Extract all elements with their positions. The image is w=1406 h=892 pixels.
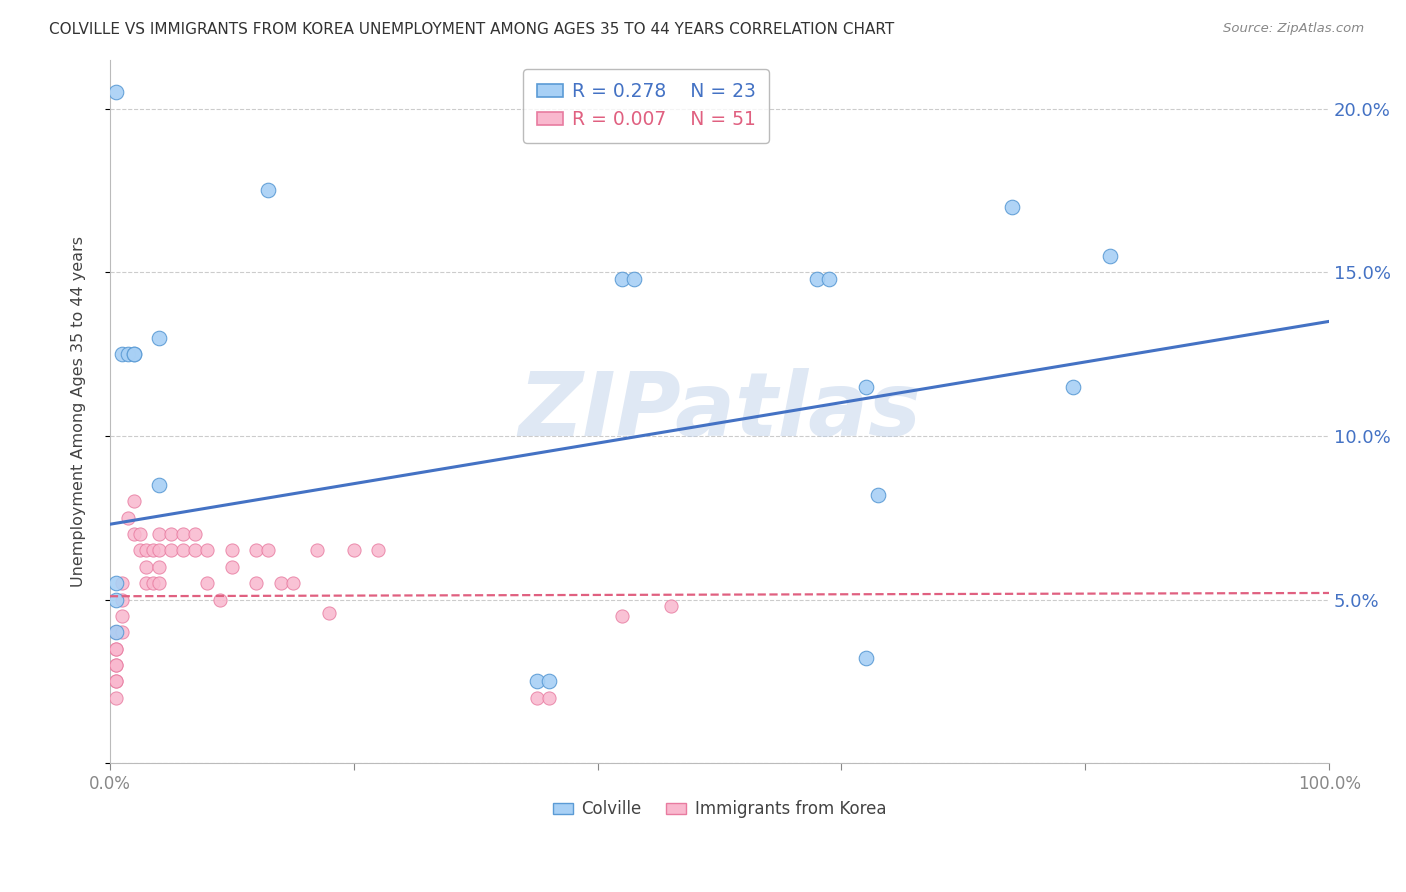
Point — [129, 543, 152, 558]
Point — [122, 494, 145, 508]
Point — [184, 527, 207, 541]
Point — [270, 576, 292, 591]
Point — [104, 657, 127, 672]
Point — [307, 543, 329, 558]
Point — [104, 625, 127, 640]
Point — [1098, 249, 1121, 263]
Point — [343, 543, 366, 558]
Point — [245, 543, 267, 558]
Point — [610, 272, 633, 286]
Point — [104, 576, 127, 591]
Point — [1062, 380, 1084, 394]
Text: ZIPatlas: ZIPatlas — [517, 368, 921, 455]
Point — [197, 543, 219, 558]
Point — [855, 651, 877, 665]
Point — [208, 592, 231, 607]
Point — [117, 347, 139, 361]
Point — [148, 331, 170, 345]
Point — [135, 543, 157, 558]
Point — [104, 641, 127, 656]
Point — [866, 488, 889, 502]
Text: Source: ZipAtlas.com: Source: ZipAtlas.com — [1223, 22, 1364, 36]
Point — [135, 559, 157, 574]
Legend: Colville, Immigrants from Korea: Colville, Immigrants from Korea — [546, 794, 893, 825]
Point — [141, 576, 163, 591]
Point — [1001, 200, 1024, 214]
Point — [104, 674, 127, 689]
Point — [184, 543, 207, 558]
Point — [104, 86, 127, 100]
Point — [104, 690, 127, 705]
Point — [122, 347, 145, 361]
Point — [129, 527, 152, 541]
Point — [104, 641, 127, 656]
Point — [104, 674, 127, 689]
Point — [221, 559, 243, 574]
Point — [537, 690, 560, 705]
Point — [148, 576, 170, 591]
Point — [172, 527, 194, 541]
Text: COLVILLE VS IMMIGRANTS FROM KOREA UNEMPLOYMENT AMONG AGES 35 TO 44 YEARS CORRELA: COLVILLE VS IMMIGRANTS FROM KOREA UNEMPL… — [49, 22, 894, 37]
Point — [855, 380, 877, 394]
Point — [159, 543, 181, 558]
Point — [367, 543, 389, 558]
Point — [537, 674, 560, 689]
Point — [245, 576, 267, 591]
Point — [148, 527, 170, 541]
Point — [806, 272, 828, 286]
Point — [257, 184, 280, 198]
Point — [122, 527, 145, 541]
Point — [111, 592, 134, 607]
Point — [135, 576, 157, 591]
Point — [172, 543, 194, 558]
Point — [111, 608, 134, 623]
Point — [104, 625, 127, 640]
Point — [148, 543, 170, 558]
Point — [257, 543, 280, 558]
Point — [122, 347, 145, 361]
Point — [104, 625, 127, 640]
Point — [318, 606, 340, 620]
Point — [111, 576, 134, 591]
Point — [148, 478, 170, 492]
Point — [610, 608, 633, 623]
Point — [111, 625, 134, 640]
Y-axis label: Unemployment Among Ages 35 to 44 years: Unemployment Among Ages 35 to 44 years — [72, 235, 86, 587]
Point — [526, 674, 548, 689]
Point — [111, 347, 134, 361]
Point — [281, 576, 304, 591]
Point — [117, 510, 139, 524]
Point — [141, 543, 163, 558]
Point — [526, 690, 548, 705]
Point — [104, 592, 127, 607]
Point — [148, 559, 170, 574]
Point — [104, 657, 127, 672]
Point — [623, 272, 645, 286]
Point — [659, 599, 682, 613]
Point — [221, 543, 243, 558]
Point — [197, 576, 219, 591]
Point — [159, 527, 181, 541]
Point — [818, 272, 841, 286]
